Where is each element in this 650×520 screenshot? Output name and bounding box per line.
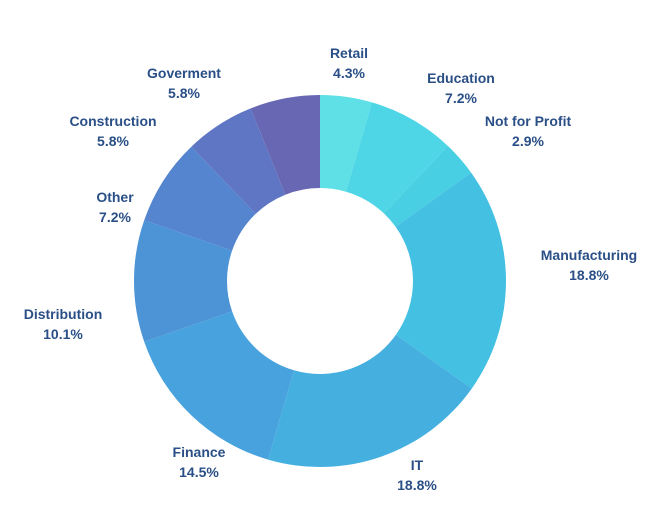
slice-label-not-for-profit: Not for Profit 2.9%	[448, 111, 608, 151]
slice-label-other: Other 7.2%	[35, 187, 195, 227]
slice-other	[144, 146, 256, 251]
slice-label-value: 7.2%	[445, 90, 477, 106]
slice-label-name: Distribution	[23, 306, 103, 322]
slice-construction	[191, 108, 286, 214]
slice-label-value: 5.8%	[97, 133, 129, 149]
slice-label-education: Education 7.2%	[381, 68, 541, 108]
slice-label-goverment: Goverment 5.8%	[104, 63, 264, 103]
slice-education	[345, 102, 448, 214]
slice-label-value: 10.1%	[43, 326, 83, 342]
slice-not-for-profit	[383, 145, 472, 227]
slice-label-construction: Construction 5.8%	[33, 111, 193, 151]
slice-label-finance: Finance 14.5%	[119, 442, 279, 482]
slice-label-name: IT	[410, 457, 424, 473]
slice-label-name: Education	[427, 70, 495, 86]
slice-finance	[144, 311, 295, 460]
slice-goverment	[250, 95, 320, 195]
slice-label-retail: Retail 4.3%	[269, 43, 429, 83]
slice-label-value: 5.8%	[168, 85, 200, 101]
slice-label-value: 4.3%	[333, 65, 365, 81]
slice-label-value: 18.8%	[569, 267, 609, 283]
slice-label-name: Finance	[172, 444, 226, 460]
slice-label-name: Other	[96, 189, 134, 205]
slice-label-manufacturing: Manufacturing 18.8%	[509, 245, 650, 285]
slice-label-name: Retail	[329, 45, 369, 61]
slice-label-distribution: Distribution 10.1%	[0, 304, 143, 344]
slice-label-it: IT 18.8%	[337, 455, 497, 495]
slice-distribution	[133, 220, 233, 342]
slice-label-name: Construction	[69, 113, 157, 129]
slice-label-value: 14.5%	[179, 464, 219, 480]
slice-label-value: 18.8%	[397, 477, 437, 493]
slice-manufacturing	[395, 172, 506, 389]
slice-label-value: 2.9%	[512, 133, 544, 149]
slice-label-name: Manufacturing	[540, 247, 638, 263]
slice-label-name: Not for Profit	[484, 113, 572, 129]
slice-retail	[320, 95, 372, 192]
slice-label-name: Goverment	[147, 65, 221, 81]
slice-label-value: 7.2%	[99, 209, 131, 225]
slice-it	[268, 334, 472, 467]
